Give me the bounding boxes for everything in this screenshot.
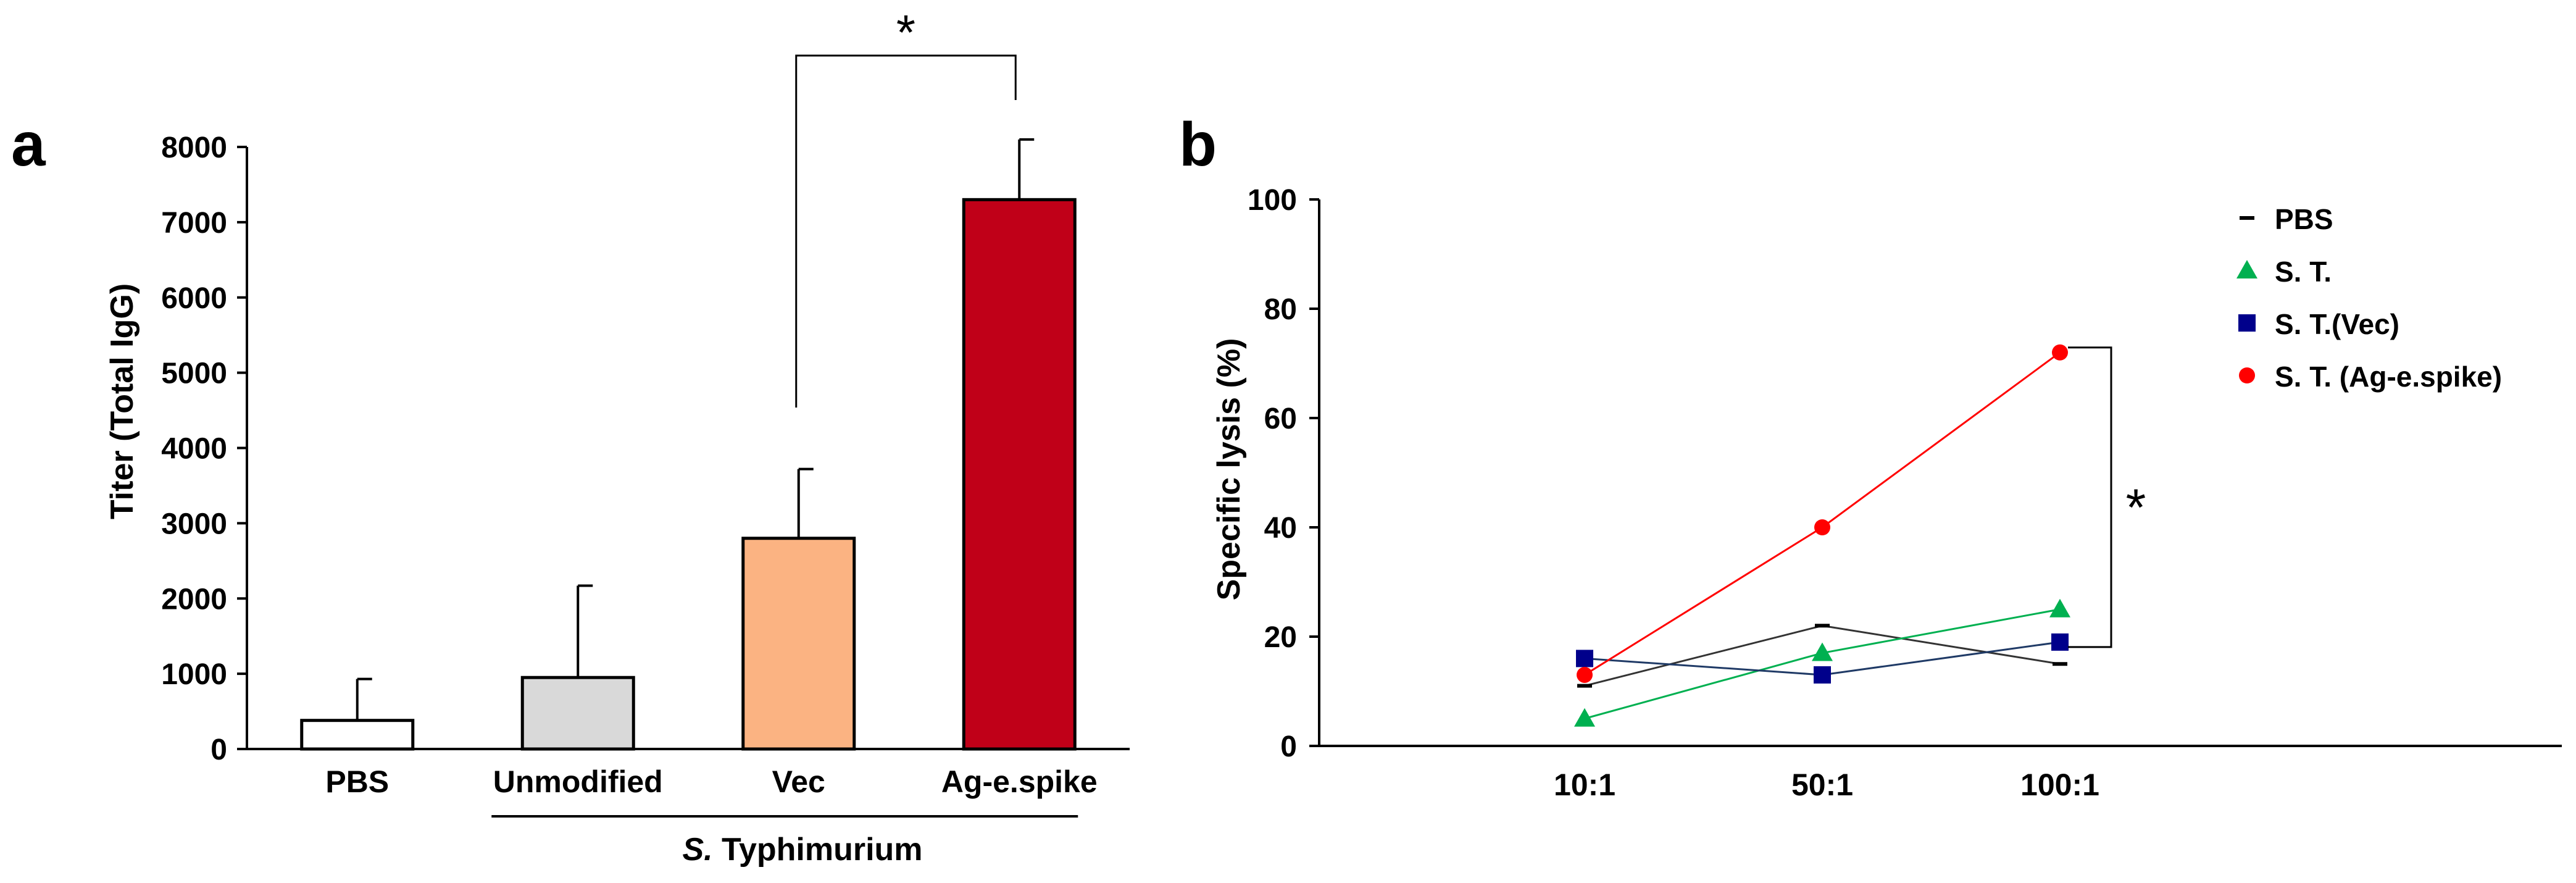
panel-b-legend-label: S. T. (Ag-e.spike) <box>2275 361 2502 393</box>
panel-a-y-tick-label: 6000 <box>161 282 227 315</box>
panel-b-line-chart: b Specific lysis (%) 0 20 40 60 80 100 10:1 50:… <box>1179 110 2562 802</box>
panel-a-bar-pbs <box>300 719 415 751</box>
panel-b-label: b <box>1179 110 1217 179</box>
panel-b-point-s-t-vec <box>2051 633 2069 651</box>
panel-b-y-tick-label: 0 <box>1280 730 1297 763</box>
panel-b-x-tick-label: 100:1 <box>2020 768 2099 802</box>
panel-b-point-s-t-ag-e-spike <box>1577 666 1593 683</box>
panel-b-y-tick-label: 40 <box>1264 512 1297 545</box>
panel-a-y-tick-label: 4000 <box>161 433 227 466</box>
panel-b-legend-marker-s-t <box>2236 260 2257 278</box>
panel-a-significance-star: * <box>896 5 915 60</box>
panel-a-bar-ag-e-spike <box>962 198 1077 751</box>
panel-b-point-s-t-ag-e-spike <box>2052 344 2068 361</box>
panel-a-x-tick-label: Vec <box>772 764 825 799</box>
panel-a-y-axis-label: Titer (Total IgG) <box>104 283 140 519</box>
panel-a-y-tick-label: 1000 <box>161 658 227 691</box>
panel-b-point-s-t-vec <box>1576 650 1593 667</box>
panel-a-y-tick-label: 7000 <box>161 207 227 240</box>
panel-b-x-tick-label: 50:1 <box>1791 768 1853 802</box>
panel-b-point-s-t-ag-e-spike <box>1814 519 1830 535</box>
panel-b-legend-label: S. T. <box>2275 256 2332 288</box>
panel-a-y-tick-label: 3000 <box>161 508 227 540</box>
panel-a-bar-unmodified <box>520 676 635 751</box>
panel-b-legend-marker-s-t-vec <box>2238 314 2256 332</box>
panel-a-y-tick-label: 0 <box>210 734 227 766</box>
panel-b-y-tick-label: 100 <box>1248 184 1297 217</box>
panel-b-point-s-t <box>1574 708 1595 727</box>
panel-b-x-tick-label: 10:1 <box>1554 768 1615 802</box>
panel-b-y-tick-label: 80 <box>1264 293 1297 326</box>
panel-a-x-tick-label: PBS <box>325 764 389 799</box>
panel-a-bar-vec <box>741 537 856 751</box>
panel-b-significance-star: * <box>2126 478 2146 536</box>
panel-a-group-label-rest: Typhimurium <box>713 832 923 868</box>
panel-b-legend-marker-s-t-ag-e-spike <box>2239 367 2255 383</box>
panel-b-point-s-t-vec <box>1814 666 1831 684</box>
panel-b-y-tick-label: 20 <box>1264 621 1297 654</box>
panel-a-x-tick-label: Ag-e.spike <box>941 764 1098 799</box>
panel-b-y-tick-label: 60 <box>1264 403 1297 435</box>
panel-a-bar-chart: a Titer (Total IgG) 0 1000 2000 3000 4000 500… <box>11 5 1130 868</box>
panel-b-y-axis-label: Specific lysis (%) <box>1211 338 1247 601</box>
panel-a-significance-bracket <box>795 54 1017 408</box>
panel-b-significance-bracket <box>2068 346 2112 648</box>
panel-a-label: a <box>11 110 46 179</box>
panel-b-legend-label: PBS <box>2275 203 2333 235</box>
panel-a-y-tick-label: 5000 <box>161 358 227 390</box>
panel-a-y-tick-label: 2000 <box>161 583 227 616</box>
panel-a-group-label-italic: S. <box>682 832 712 868</box>
panel-a-group-label: S. Typhimurium <box>682 832 922 868</box>
panel-a-x-tick-label: Unmodified <box>493 764 663 799</box>
panel-b-legend-label: S. T.(Vec) <box>2275 308 2399 340</box>
panel-b-point-s-t <box>2049 598 2070 617</box>
panel-b-point-s-t <box>1812 642 1833 661</box>
panel-a-y-tick-label: 8000 <box>161 132 227 164</box>
